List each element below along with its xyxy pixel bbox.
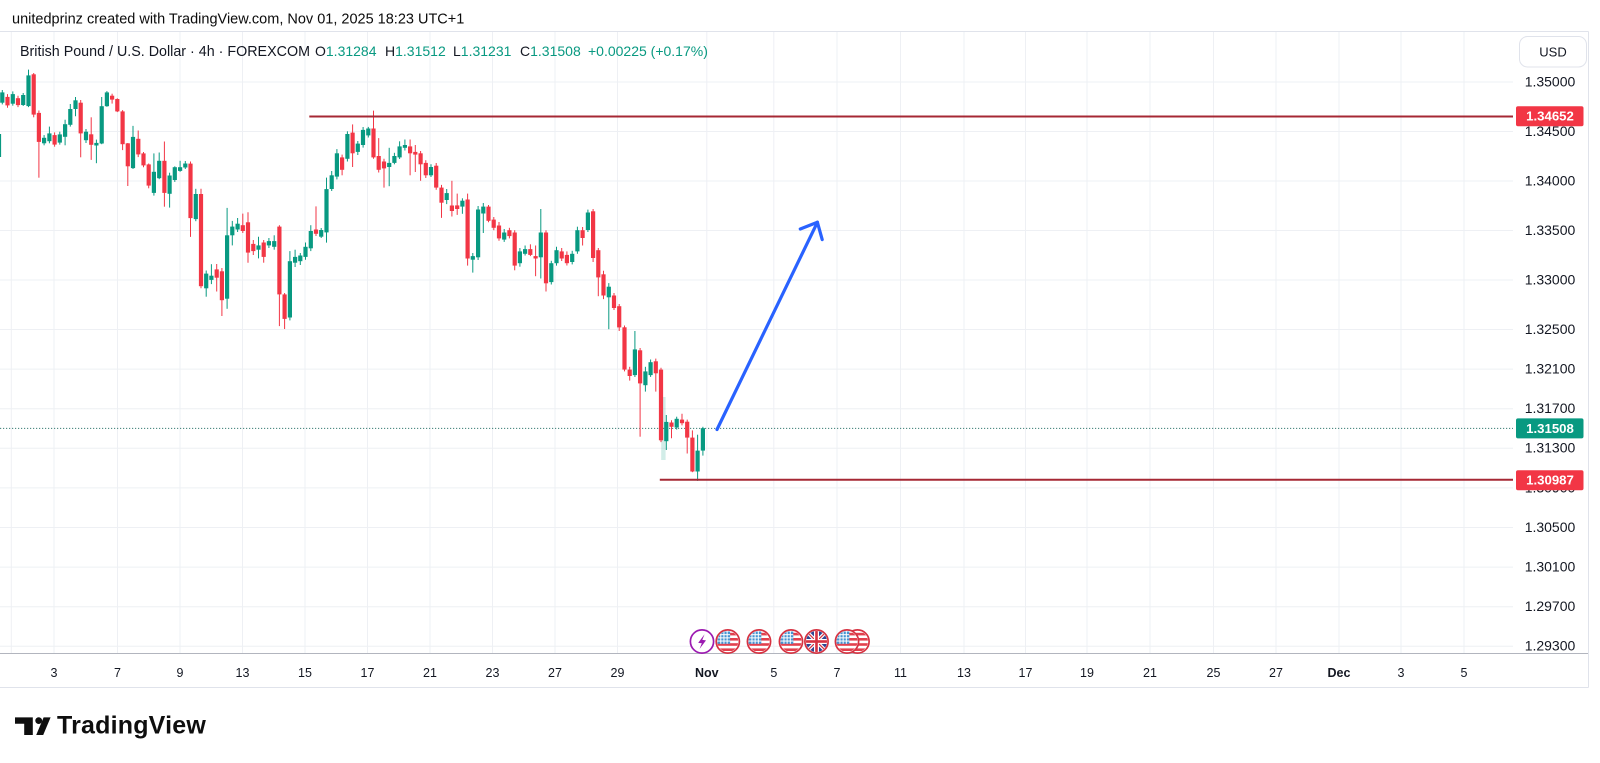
svg-text:27: 27 xyxy=(1269,666,1283,680)
svg-text:1.31700: 1.31700 xyxy=(1525,400,1576,416)
svg-text:21: 21 xyxy=(423,666,437,680)
svg-text:1.33500: 1.33500 xyxy=(1525,222,1576,238)
svg-text:USD: USD xyxy=(1539,45,1566,60)
svg-text:H1.31512: H1.31512 xyxy=(385,43,446,59)
svg-text:29: 29 xyxy=(611,666,625,680)
svg-text:Nov: Nov xyxy=(695,666,719,680)
svg-text:7: 7 xyxy=(834,666,841,680)
svg-text:1.34000: 1.34000 xyxy=(1525,172,1576,188)
svg-text:27: 27 xyxy=(548,666,562,680)
svg-text:Dec: Dec xyxy=(1328,666,1351,680)
svg-text:1.30500: 1.30500 xyxy=(1525,519,1576,535)
svg-text:17: 17 xyxy=(361,666,375,680)
svg-text:5: 5 xyxy=(770,666,777,680)
svg-text:1.29300: 1.29300 xyxy=(1525,638,1576,654)
svg-text:5: 5 xyxy=(1461,666,1468,680)
svg-text:1.33000: 1.33000 xyxy=(1525,271,1576,287)
svg-text:3: 3 xyxy=(51,666,58,680)
svg-text:1.32100: 1.32100 xyxy=(1525,361,1576,377)
svg-text:19: 19 xyxy=(1080,666,1094,680)
svg-text:17: 17 xyxy=(1019,666,1033,680)
svg-text:1.35000: 1.35000 xyxy=(1525,73,1576,89)
svg-text:13: 13 xyxy=(957,666,971,680)
svg-text:+0.00225 (+0.17%): +0.00225 (+0.17%) xyxy=(588,43,708,59)
svg-text:L1.31231: L1.31231 xyxy=(453,43,512,59)
svg-text:25: 25 xyxy=(1207,666,1221,680)
svg-text:1.34652: 1.34652 xyxy=(1526,109,1574,124)
svg-text:15: 15 xyxy=(298,666,312,680)
svg-text:9: 9 xyxy=(177,666,184,680)
svg-text:1.29700: 1.29700 xyxy=(1525,598,1576,614)
svg-text:C1.31508: C1.31508 xyxy=(520,43,581,59)
svg-text:21: 21 xyxy=(1143,666,1157,680)
svg-text:British Pound / U.S. Dollar ·: British Pound / U.S. Dollar · 4h · FOREX… xyxy=(20,44,310,60)
svg-text:unitedprinz created with Tradi: unitedprinz created with TradingView.com… xyxy=(12,12,464,28)
svg-text:1.30100: 1.30100 xyxy=(1525,559,1576,575)
svg-text:1.31300: 1.31300 xyxy=(1525,440,1576,456)
svg-text:3: 3 xyxy=(1398,666,1405,680)
svg-text:O1.31284: O1.31284 xyxy=(315,43,377,59)
svg-text:7: 7 xyxy=(114,666,121,680)
svg-text:1.30987: 1.30987 xyxy=(1526,473,1574,488)
svg-text:23: 23 xyxy=(486,666,500,680)
svg-text:13: 13 xyxy=(236,666,250,680)
svg-text:11: 11 xyxy=(894,666,907,680)
svg-text:1.34500: 1.34500 xyxy=(1525,123,1576,139)
svg-text:1.32500: 1.32500 xyxy=(1525,321,1576,337)
svg-text:1.31508: 1.31508 xyxy=(1526,421,1574,436)
svg-text:TradingView: TradingView xyxy=(57,712,206,740)
